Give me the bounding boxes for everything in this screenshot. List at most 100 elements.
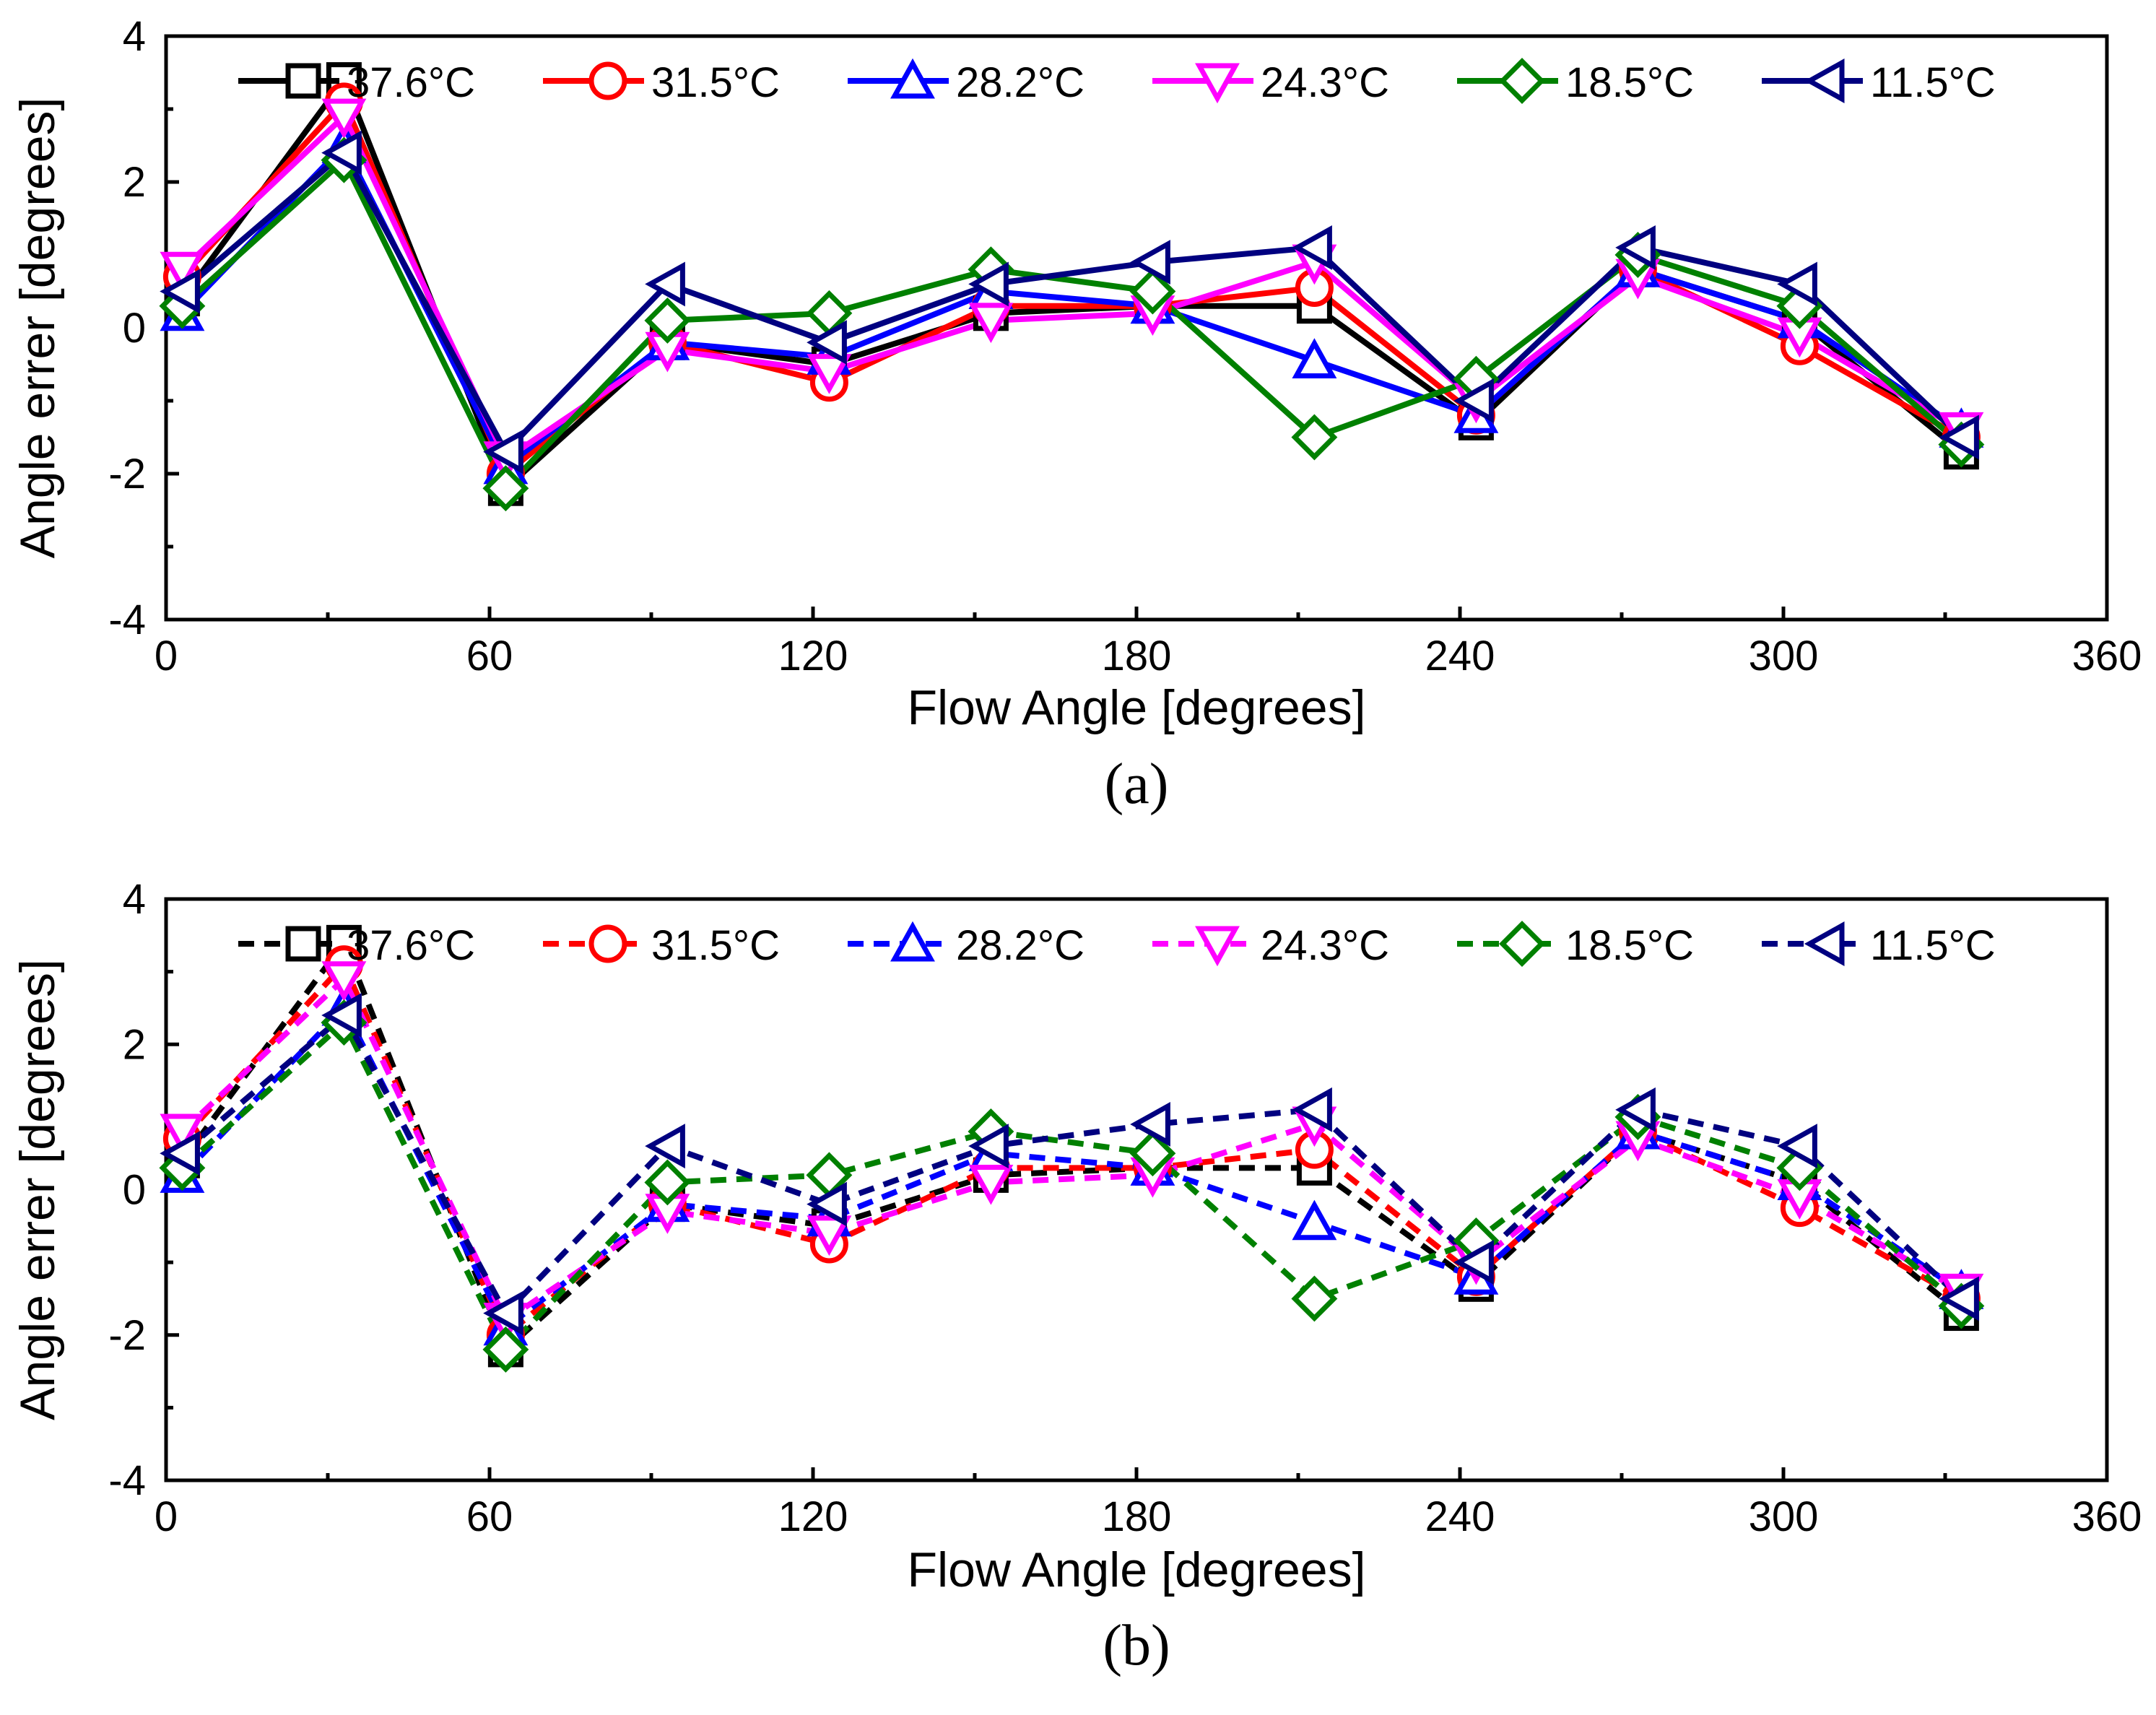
data-point-18-5c	[482, 1326, 529, 1373]
data-point-18-5c	[644, 1159, 691, 1206]
data-point-11-5c	[1777, 261, 1817, 307]
panel-b: 0 60 120 180 240 300 360 -4 -2 0 2 4 Flow Angle [deg…	[10, 876, 2142, 1677]
y-tick-label: -4	[108, 596, 146, 643]
x-axis-label: Flow Angle [degrees]	[907, 680, 1365, 735]
legend-marker-24-3c	[1195, 926, 1240, 967]
legend-label-11-5c: 11.5°C	[1870, 59, 1996, 106]
data-point-18-5c	[1291, 1275, 1338, 1322]
data-point-18-5c	[482, 465, 529, 512]
x-tick-label: 180	[1102, 1493, 1172, 1540]
legend-label-37-6c: 37.6°C	[347, 922, 475, 969]
data-point-28-2c	[1292, 338, 1337, 378]
data-point-11-5c	[321, 130, 362, 175]
data-point-24-3c	[321, 961, 367, 1002]
panel-caption: (a)	[1105, 752, 1169, 816]
y-tick-label: -2	[108, 1312, 146, 1359]
legend-label-24-3c: 24.3°C	[1261, 922, 1389, 969]
x-axis-label: Flow Angle [degrees]	[907, 1542, 1365, 1597]
data-point-11-5c	[1292, 225, 1332, 270]
data-point-11-5c	[1130, 1101, 1170, 1147]
x-tick-label: 360	[2072, 633, 2142, 680]
y-tick-label: 0	[123, 305, 146, 352]
data-point-11-5c	[1615, 1087, 1656, 1132]
data-point-11-5c	[807, 320, 847, 365]
legend-marker-24-3c	[1195, 63, 1240, 104]
series-line-11-5c	[180, 149, 1964, 455]
series-line-18-5c	[180, 157, 1964, 492]
data-point-24-3c	[968, 1164, 1014, 1205]
data-point-11-5c	[321, 993, 362, 1038]
series-line-37-6c	[180, 939, 1963, 1353]
y-tick-label: 4	[123, 876, 146, 923]
x-tick-label: 300	[1749, 633, 1819, 680]
series-line-18-5c	[180, 1020, 1963, 1353]
data-point-11-5c	[1939, 414, 1979, 460]
legend-label-31-5c: 31.5°C	[651, 59, 780, 106]
data-point-24-3c	[807, 1215, 852, 1256]
data-point-11-5c	[1292, 1087, 1332, 1132]
data-point-11-5c	[1939, 1276, 1979, 1321]
x-tick-label: 120	[778, 1493, 848, 1540]
legend-label-28-2c: 28.2°C	[956, 59, 1084, 106]
legend-label-11-5c: 11.5°C	[1870, 922, 1996, 969]
series-line-24-3c	[180, 976, 1963, 1324]
panel-caption: (b)	[1103, 1614, 1170, 1677]
data-point-11-5c	[968, 1124, 1009, 1169]
data-point-24-3c	[968, 303, 1014, 344]
legend-marker-11-5c	[1804, 921, 1845, 966]
data-point-11-5c	[968, 261, 1009, 307]
legend-label-18-5c: 18.5°C	[1565, 59, 1694, 106]
panel-a: 0 60 120 180 240 300 360 -4 -2 0 2 4 Flow Angle [deg…	[10, 13, 2142, 816]
legend-marker-28-2c	[890, 921, 935, 962]
y-axis-label: Angle errer [degrees]	[10, 97, 65, 559]
legend-label-28-2c: 28.2°C	[956, 922, 1084, 969]
legend-label-37-6c: 37.6°C	[347, 59, 475, 106]
y-tick-label: -2	[108, 451, 146, 498]
data-point-11-5c	[1130, 240, 1170, 285]
data-point-11-5c	[483, 429, 523, 474]
y-tick-label: 0	[123, 1167, 146, 1214]
x-tick-label: 60	[466, 1493, 513, 1540]
legend-label-24-3c: 24.3°C	[1261, 59, 1389, 106]
series-line-28-2c	[180, 142, 1963, 469]
legend-marker-37-6c	[285, 63, 321, 99]
legend-marker-18-5c	[1499, 921, 1545, 967]
data-point-18-5c	[644, 297, 691, 344]
x-tick-label: 240	[1425, 1493, 1495, 1540]
x-tick-label: 300	[1749, 1493, 1819, 1540]
data-point-11-5c	[1615, 225, 1656, 270]
data-point-18-5c	[1129, 1130, 1176, 1177]
data-point-24-3c	[160, 1113, 205, 1155]
series-line-11-5c	[180, 1012, 1964, 1316]
x-tick-label: 240	[1425, 633, 1495, 680]
x-tick-label: 120	[778, 633, 848, 680]
x-tick-label: 60	[466, 633, 513, 680]
legend-label-18-5c: 18.5°C	[1565, 922, 1694, 969]
data-point-24-3c	[807, 354, 852, 394]
x-tick-label: 180	[1102, 633, 1172, 680]
legend-marker-28-2c	[890, 58, 935, 99]
data-point-11-5c	[645, 261, 685, 307]
x-tick-label: 0	[155, 1493, 178, 1540]
legend-marker-18-5c	[1499, 58, 1545, 104]
data-point-11-5c	[160, 269, 200, 314]
data-point-11-5c	[160, 1131, 200, 1176]
data-point-11-5c	[483, 1290, 523, 1336]
data-point-18-5c	[1291, 414, 1338, 461]
y-tick-label: 2	[123, 1021, 146, 1068]
y-axis-label: Angle errer [degrees]	[10, 959, 65, 1420]
series-line-28-2c	[180, 1004, 1963, 1331]
data-point-18-5c	[1129, 268, 1176, 315]
legend-marker-37-6c	[285, 926, 321, 962]
legend-label-31-5c: 31.5°C	[651, 922, 780, 969]
series-line-37-6c	[180, 77, 1963, 492]
data-point-11-5c	[1777, 1124, 1817, 1169]
data-point-11-5c	[1453, 378, 1494, 423]
data-point-28-2c	[1292, 1199, 1337, 1241]
y-tick-label: 2	[123, 159, 146, 206]
data-point-11-5c	[1453, 1240, 1494, 1285]
data-point-11-5c	[807, 1181, 847, 1227]
y-tick-label: 4	[123, 13, 146, 60]
x-tick-label: 360	[2072, 1493, 2142, 1540]
